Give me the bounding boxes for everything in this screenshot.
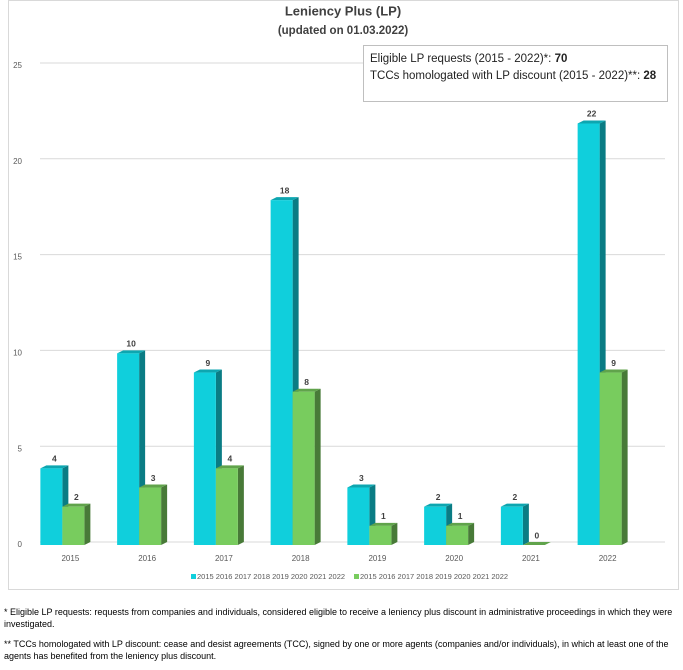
bar-top bbox=[369, 522, 398, 526]
y-tick-label: 0 bbox=[18, 540, 23, 549]
bar bbox=[577, 123, 600, 545]
bar-top bbox=[117, 350, 146, 354]
bar bbox=[369, 525, 392, 545]
bar bbox=[117, 353, 140, 545]
x-tick-label: 2022 bbox=[599, 554, 617, 563]
bar-side bbox=[621, 369, 628, 545]
value-label: 10 bbox=[126, 339, 136, 349]
value-label: 3 bbox=[151, 473, 156, 483]
bar bbox=[347, 487, 370, 545]
bar-top bbox=[215, 465, 244, 469]
bar-side bbox=[314, 388, 321, 545]
legend-swatch bbox=[354, 574, 359, 579]
bar bbox=[215, 468, 238, 545]
bar-top bbox=[500, 503, 529, 507]
bar-top bbox=[40, 465, 69, 469]
bar-top bbox=[424, 503, 453, 507]
bar-top bbox=[193, 369, 222, 373]
bar bbox=[193, 372, 216, 545]
bar-side bbox=[161, 484, 168, 545]
footnotes: * Eligible LP requests: requests from co… bbox=[4, 606, 674, 670]
bar-top bbox=[577, 120, 606, 124]
x-tick-label: 2019 bbox=[368, 554, 386, 563]
bar-top bbox=[347, 484, 376, 488]
x-tick-label: 2017 bbox=[215, 554, 233, 563]
summary-line: Eligible LP requests (2015 - 2022)*: 70 bbox=[370, 51, 661, 68]
bar-side bbox=[237, 465, 244, 545]
value-label: 4 bbox=[52, 454, 57, 464]
summary-label: TCCs homologated with LP discount (2015 … bbox=[370, 70, 641, 82]
bar bbox=[446, 525, 469, 545]
value-label: 0 bbox=[535, 530, 540, 540]
x-tick-label: 2015 bbox=[61, 554, 79, 563]
summary-value: 70 bbox=[554, 53, 568, 65]
value-label: 1 bbox=[458, 511, 463, 521]
value-label: 4 bbox=[228, 454, 233, 464]
bar-side bbox=[468, 522, 475, 545]
y-tick-label: 10 bbox=[13, 349, 22, 358]
bar-top bbox=[292, 388, 321, 392]
bar bbox=[500, 506, 523, 545]
value-label: 2 bbox=[436, 492, 441, 502]
bar-top bbox=[446, 522, 475, 526]
value-label: 8 bbox=[304, 377, 309, 387]
value-label: 9 bbox=[611, 358, 616, 368]
bar bbox=[292, 391, 315, 545]
summary-box: Eligible LP requests (2015 - 2022)*: 70 … bbox=[363, 45, 668, 102]
bar-side bbox=[391, 522, 398, 545]
bar bbox=[270, 200, 293, 545]
legend-swatch bbox=[191, 574, 196, 579]
y-tick-label: 5 bbox=[18, 444, 23, 453]
summary-value: 28 bbox=[643, 70, 657, 82]
bar bbox=[424, 506, 447, 545]
value-label: 22 bbox=[587, 109, 597, 119]
x-tick-label: 2020 bbox=[445, 554, 463, 563]
legend-label: 2015 2016 2017 2018 2019 2020 2021 2022 bbox=[360, 572, 508, 581]
bar bbox=[40, 468, 63, 545]
bar bbox=[599, 372, 622, 545]
value-label: 2 bbox=[74, 492, 79, 502]
bar-top bbox=[139, 484, 168, 488]
bar-top bbox=[599, 369, 628, 373]
bar-top bbox=[522, 542, 551, 545]
summary-line: TCCs homologated with LP discount (2015 … bbox=[370, 68, 661, 85]
y-tick-label: 20 bbox=[13, 157, 22, 166]
chart-subtitle: (updated on 01.03.2022) bbox=[278, 25, 409, 37]
footnote: ** TCCs homologated with LP discount: ce… bbox=[4, 639, 669, 661]
bar-side bbox=[84, 503, 91, 545]
value-label: 18 bbox=[280, 185, 290, 195]
y-tick-label: 15 bbox=[13, 253, 22, 262]
bar-top bbox=[62, 503, 91, 507]
value-label: 3 bbox=[359, 473, 364, 483]
value-label: 1 bbox=[381, 511, 386, 521]
x-tick-label: 2021 bbox=[522, 554, 540, 563]
bar-side bbox=[522, 503, 529, 545]
value-label: 9 bbox=[206, 358, 211, 368]
chart-title: Leniency Plus (LP) bbox=[285, 3, 401, 18]
footnote: * Eligible LP requests: requests from co… bbox=[4, 607, 673, 629]
bar bbox=[139, 487, 162, 545]
y-tick-label: 25 bbox=[13, 61, 22, 70]
legend-label: 2015 2016 2017 2018 2019 2020 2021 2022 bbox=[197, 572, 345, 581]
summary-label: Eligible LP requests (2015 - 2022)*: bbox=[370, 53, 552, 65]
x-tick-label: 2018 bbox=[292, 554, 310, 563]
x-tick-label: 2016 bbox=[138, 554, 156, 563]
bar bbox=[62, 506, 85, 545]
value-label: 2 bbox=[513, 492, 518, 502]
bar-top bbox=[270, 197, 299, 201]
